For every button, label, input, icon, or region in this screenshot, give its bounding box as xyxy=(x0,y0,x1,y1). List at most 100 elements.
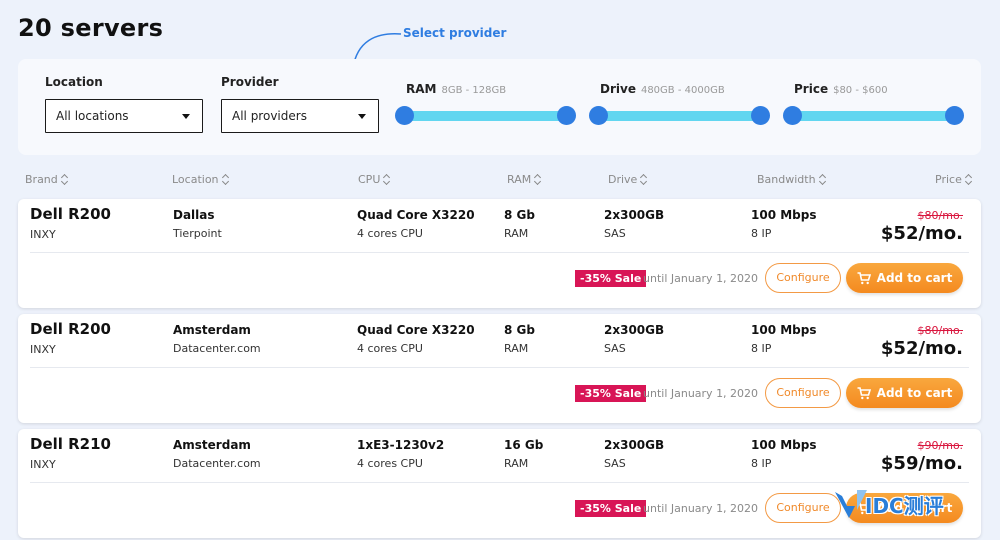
configure-button[interactable]: Configure xyxy=(765,493,841,523)
ram-range-text: 8GB - 128GB xyxy=(441,85,507,96)
configure-button[interactable]: Configure xyxy=(765,263,841,293)
server-drive-sub: SAS xyxy=(604,457,626,470)
sale-badge: -35% Sale xyxy=(575,385,647,402)
drive-range-slider[interactable] xyxy=(589,106,770,126)
drive-label-text: Drive xyxy=(600,82,636,96)
sort-icon xyxy=(61,174,69,185)
location-cell: Amsterdam Datacenter.com xyxy=(173,438,261,470)
add-to-cart-button[interactable]: Add to cart xyxy=(846,378,963,408)
watermark: IDC测评 xyxy=(833,483,978,525)
server-drive: 2x300GB xyxy=(604,438,665,452)
provider-select-value: All providers xyxy=(232,109,307,123)
column-header-ram[interactable]: RAM xyxy=(507,173,542,186)
card-divider xyxy=(30,367,969,368)
server-cores: 4 cores CPU xyxy=(357,227,423,240)
location-cell: Dallas Tierpoint xyxy=(173,208,222,240)
location-cell: Amsterdam Datacenter.com xyxy=(173,323,261,355)
server-ips: 8 IP xyxy=(751,227,772,240)
column-header-bandwidth[interactable]: Bandwidth xyxy=(757,173,827,186)
add-to-cart-button[interactable]: Add to cart xyxy=(846,493,963,523)
price-range-slider[interactable] xyxy=(783,106,964,126)
server-cores: 4 cores CPU xyxy=(357,342,423,355)
column-header-label: Drive xyxy=(608,173,638,186)
server-ram-sub: RAM xyxy=(504,457,529,470)
drive-max-handle[interactable] xyxy=(751,106,770,125)
drive-min-handle[interactable] xyxy=(589,106,608,125)
ram-cell: 8 Gb RAM xyxy=(504,323,535,355)
sort-icon xyxy=(819,174,827,185)
provider-select[interactable]: All providers xyxy=(221,99,379,133)
add-to-cart-label: Add to cart xyxy=(876,386,953,400)
cpu-cell: 1xE3-1230v2 4 cores CPU xyxy=(357,438,444,470)
column-header-price[interactable]: Price xyxy=(935,173,973,186)
server-location: Amsterdam xyxy=(173,323,251,337)
server-ips: 8 IP xyxy=(751,342,772,355)
bandwidth-cell: 100 Mbps 8 IP xyxy=(751,323,817,355)
server-ram: 8 Gb xyxy=(504,208,535,222)
add-to-cart-label: Add to cart xyxy=(876,501,953,515)
ram-label-text: RAM xyxy=(406,82,437,96)
current-price: $52/mo. xyxy=(880,223,963,244)
old-price: $80/mo. xyxy=(917,209,963,222)
bandwidth-cell: 100 Mbps 8 IP xyxy=(751,208,817,240)
server-location: Amsterdam xyxy=(173,438,251,452)
column-header-drive[interactable]: Drive xyxy=(608,173,648,186)
select-provider-hint: Select provider xyxy=(403,26,507,40)
location-select-value: All locations xyxy=(56,109,129,123)
column-header-brand[interactable]: Brand xyxy=(25,173,69,186)
card-divider xyxy=(30,482,969,483)
column-header-label: RAM xyxy=(507,173,532,186)
location-filter-label: Location xyxy=(45,75,103,89)
server-drive-sub: SAS xyxy=(604,342,626,355)
column-header-cpu[interactable]: CPU xyxy=(358,173,391,186)
server-datacenter: Datacenter.com xyxy=(173,457,261,470)
page-title: 20 servers xyxy=(18,14,164,42)
price-filter-label: Price $80 - $600 xyxy=(794,82,888,96)
ram-min-handle[interactable] xyxy=(395,106,414,125)
server-ips: 8 IP xyxy=(751,457,772,470)
sale-until: until January 1, 2020 xyxy=(643,502,759,515)
add-to-cart-label: Add to cart xyxy=(876,271,953,285)
ram-cell: 8 Gb RAM xyxy=(504,208,535,240)
caret-down-icon xyxy=(182,114,190,119)
old-price: $80/mo. xyxy=(917,324,963,337)
server-bandwidth: 100 Mbps xyxy=(751,208,817,222)
server-provider: INXY xyxy=(30,343,56,356)
column-header-location[interactable]: Location xyxy=(172,173,230,186)
configure-button[interactable]: Configure xyxy=(765,378,841,408)
price-cell: $80/mo. $52/mo. xyxy=(881,324,963,359)
price-slider-track xyxy=(792,111,955,121)
column-header-label: Location xyxy=(172,173,219,186)
location-select[interactable]: All locations xyxy=(45,99,203,133)
price-max-handle[interactable] xyxy=(945,106,964,125)
column-header-label: Brand xyxy=(25,173,58,186)
server-ram: 8 Gb xyxy=(504,323,535,337)
server-location: Dallas xyxy=(173,208,215,222)
add-to-cart-button[interactable]: Add to cart xyxy=(846,263,963,293)
server-cpu: Quad Core X3220 xyxy=(357,323,475,337)
sort-icon xyxy=(383,174,391,185)
sort-icon xyxy=(640,174,648,185)
server-card: Dell R200 INXY Dallas Tierpoint Quad Cor… xyxy=(18,199,981,308)
price-label-text: Price xyxy=(794,82,829,96)
drive-slider-track xyxy=(598,111,761,121)
sort-icon xyxy=(534,174,542,185)
server-provider: INXY xyxy=(30,458,56,471)
price-min-handle[interactable] xyxy=(783,106,802,125)
old-price: $90/mo. xyxy=(917,439,963,452)
ram-max-handle[interactable] xyxy=(557,106,576,125)
server-cpu: Quad Core X3220 xyxy=(357,208,475,222)
ram-range-slider[interactable] xyxy=(395,106,576,126)
cart-icon xyxy=(857,271,871,284)
drive-cell: 2x300GB SAS xyxy=(604,208,664,240)
cpu-cell: Quad Core X3220 4 cores CPU xyxy=(357,208,475,240)
ram-slider-track xyxy=(404,111,567,121)
column-header-label: Price xyxy=(935,173,962,186)
server-cores: 4 cores CPU xyxy=(357,457,423,470)
server-drive-sub: SAS xyxy=(604,227,626,240)
drive-filter-label: Drive 480GB - 4000GB xyxy=(600,82,725,96)
server-card: Dell R210 INXY Amsterdam Datacenter.com … xyxy=(18,429,981,538)
server-card: Dell R200 INXY Amsterdam Datacenter.com … xyxy=(18,314,981,423)
server-brand: Dell R210 xyxy=(30,435,111,453)
bandwidth-cell: 100 Mbps 8 IP xyxy=(751,438,817,470)
